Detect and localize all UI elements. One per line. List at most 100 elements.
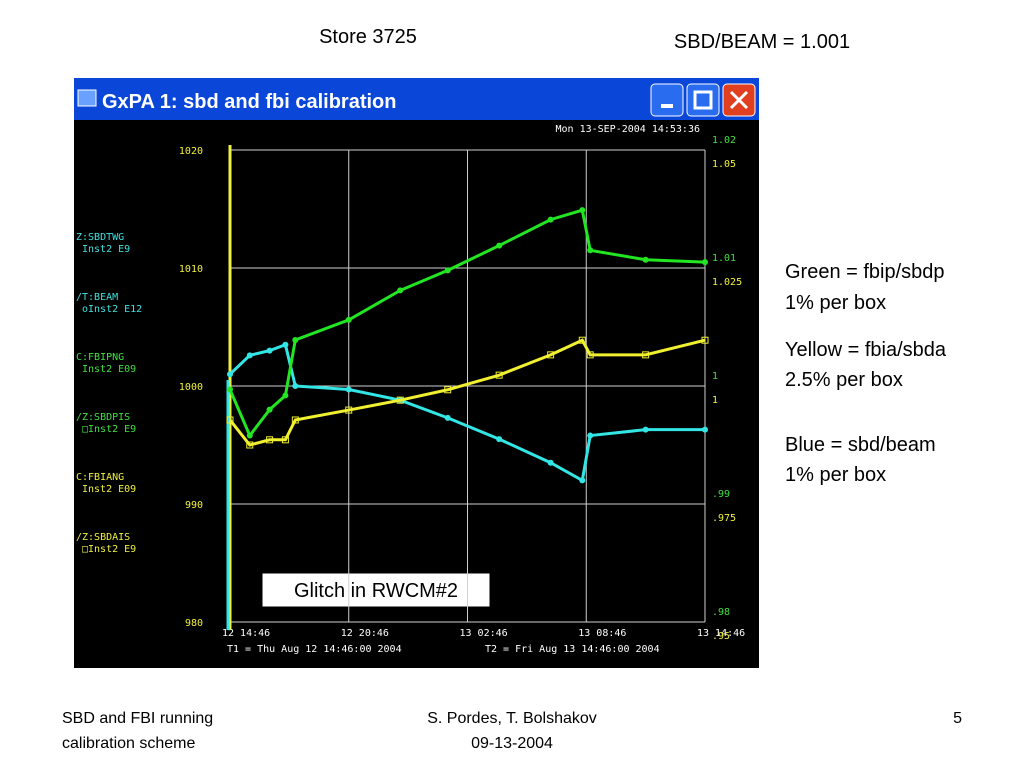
channel-name: C:FBIPNG [76,352,124,363]
point [282,392,289,399]
point [227,371,233,378]
y3-tick-label: .975 [712,513,736,524]
point [547,459,554,466]
point [587,247,594,254]
channel-name: /Z:SBDPIS [76,412,130,423]
series-line [228,208,706,439]
point [291,416,299,424]
maximize-glyph [693,90,713,110]
footer-center: 09-13-2004 [471,735,553,752]
note: 2.5% per box [785,369,903,391]
note: 1% per box [785,464,886,486]
t2-label: T2 = Fri Aug 13 14:46:00 2004 [485,644,660,655]
point [345,406,353,414]
footer-left: SBD and FBI running [62,710,213,727]
minimize-button[interactable] [650,83,684,117]
point [642,351,650,359]
annotation-box [261,572,491,608]
point [345,386,352,393]
y3-tick-label: .95 [712,631,730,642]
y2-tick-label: 1.02 [712,135,736,146]
y3-tick-label: 1 [712,395,718,406]
point [496,242,503,249]
y-tick-label: 990 [185,500,203,511]
footer-center: S. Pordes, T. Bolshakov [427,710,597,727]
point [266,436,274,444]
channel-name: /Z:SBDAIS [76,532,130,543]
t1-label: T1 = Thu Aug 12 14:46:00 2004 [227,644,402,655]
page-number: 5 [953,710,962,727]
y2-tick-label: 1 [712,371,718,382]
point [246,352,253,359]
point [587,432,594,439]
point [246,441,254,449]
y-tick-label: 1000 [179,382,203,393]
note: Blue = sbd/beam [785,434,936,456]
y2-tick-label: .99 [712,489,730,500]
channel-info: Inst2 E09 [82,484,136,495]
x-tick-label: 13 02:46 [460,628,508,639]
point [701,336,709,344]
slide-title: Store 3725 [319,26,417,48]
point [292,336,299,343]
point [547,216,554,223]
point [444,386,452,394]
y-tick-label: 1010 [179,264,203,275]
footer-left: calibration scheme [62,735,196,752]
y-tick-label: 1020 [179,146,203,157]
window-icon [77,89,97,107]
point [246,432,253,439]
annotation: Glitch in RWCM#2 [294,580,458,602]
point [292,383,299,389]
window [74,78,759,668]
note: Yellow = fbia/sbda [785,339,947,361]
channel-name: /T:BEAM [76,292,118,303]
channel-name: C:FBIANG [76,472,124,483]
x-tick-label: 12 14:46 [222,628,270,639]
point [226,416,234,424]
close-glyph [729,90,749,110]
point [397,287,404,294]
point [266,347,273,354]
channel-name: Z:SBDTWG [76,232,124,243]
point [495,371,503,379]
y2-tick-label: .98 [712,607,730,618]
y3-tick-label: 1.05 [712,159,736,170]
x-tick-label: 12 20:46 [341,628,389,639]
point [396,396,404,404]
channel-info: □Inst2 E9 [82,544,136,555]
point [702,259,708,266]
point [547,351,555,359]
maximize-button[interactable] [686,83,720,117]
title-bar [74,78,759,120]
point [579,207,586,214]
point [227,386,233,393]
x-tick-label: 13 08:46 [578,628,626,639]
point [579,477,586,484]
ratio-label: SBD/BEAM = 1.001 [674,31,850,53]
point [642,426,649,433]
point [578,336,586,344]
note: 1% per box [785,292,886,314]
y2-tick-label: 1.01 [712,253,736,264]
channel-info: Inst2 E9 [82,244,130,255]
point [266,406,273,413]
point [642,256,649,263]
timestamp: Mon 13-SEP-2004 14:53:36 [556,124,701,135]
x-tick-label: 13 14:46 [697,628,745,639]
point [496,436,503,443]
y-tick-label: 980 [185,618,203,629]
point [444,414,451,421]
channel-info: oInst2 E12 [82,304,142,315]
point [702,426,708,433]
note: Green = fbip/sbdp [785,261,945,283]
window-title: GxPA 1: sbd and fbi calibration [102,91,396,113]
channel-info: Inst2 E09 [82,364,136,375]
point [282,341,289,348]
y3-tick-label: 1.025 [712,277,742,288]
channel-info: □Inst2 E9 [82,424,136,435]
point [444,267,451,274]
point [281,436,289,444]
minimize-glyph [661,104,673,108]
